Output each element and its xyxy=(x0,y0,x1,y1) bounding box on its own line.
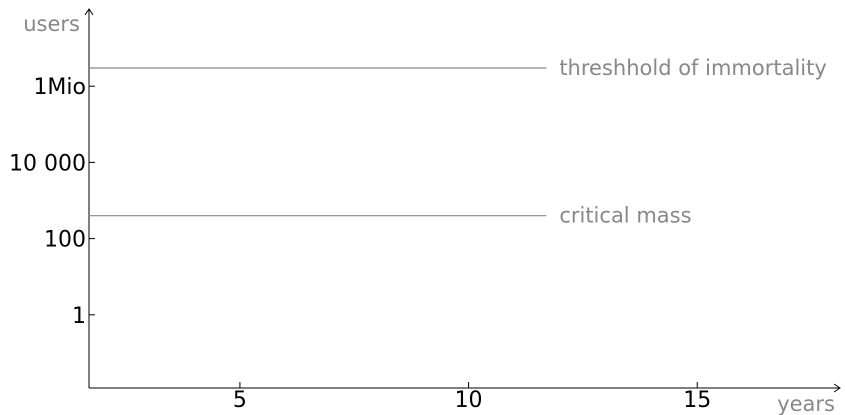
x-axis-arrow-icon xyxy=(833,383,841,393)
axes xyxy=(84,8,841,393)
x-tick-label: 15 xyxy=(683,388,711,413)
reference-line-label: threshhold of immortality xyxy=(559,56,826,80)
reference-lines: threshhold of immortality critical mass xyxy=(89,56,827,228)
y-tick-label: 10 000 xyxy=(9,151,86,176)
y-tick-label: 1 xyxy=(72,304,86,329)
x-axis-label: years xyxy=(777,392,835,415)
y-axis-arrow-icon xyxy=(84,8,94,16)
y-ticks: 1 100 10 000 1Mio xyxy=(9,75,95,329)
x-tick-label: 5 xyxy=(233,388,247,413)
y-tick-label: 1Mio xyxy=(33,75,86,100)
y-axis-label: users xyxy=(23,12,80,36)
x-tick-label: 10 xyxy=(455,388,483,413)
x-ticks: 5 10 15 xyxy=(233,382,711,413)
y-tick-label: 100 xyxy=(44,228,86,253)
reference-line-label: critical mass xyxy=(559,204,691,228)
